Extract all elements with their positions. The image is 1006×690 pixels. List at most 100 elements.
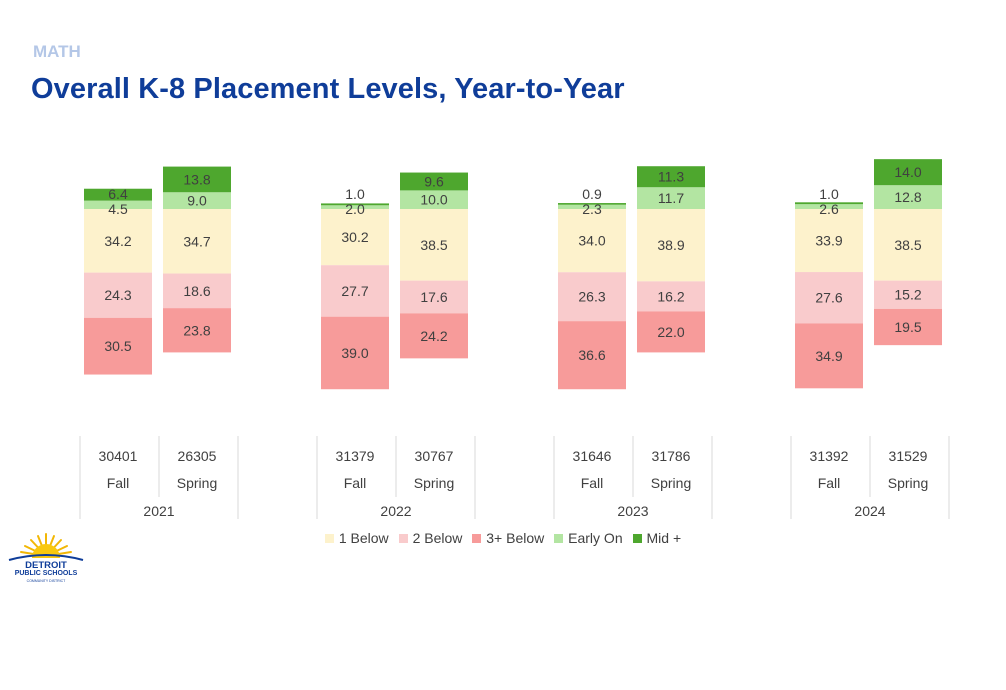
data-label-three-below: 36.6: [578, 347, 605, 363]
bar-segment-three-below: [163, 308, 231, 353]
legend-label: 3+ Below: [486, 530, 545, 546]
bar-segment-mid-plus: [637, 166, 705, 188]
category-count-label: 31646: [573, 448, 612, 464]
data-label-two-below: 27.6: [815, 290, 842, 306]
bar-segment-one-below: [400, 209, 468, 281]
logo-text-community-district: COMMUNITY DISTRICT: [26, 579, 66, 583]
bar-segment-one-below: [637, 209, 705, 282]
data-label-mid-plus: 13.8: [183, 171, 210, 187]
bar-segment-one-below: [163, 209, 231, 274]
data-label-one-below: 34.2: [104, 233, 131, 249]
legend-swatch: [472, 534, 482, 543]
data-label-two-below: 27.7: [341, 283, 368, 299]
bar-segment-one-below: [795, 209, 863, 273]
bar-segment-three-below: [558, 321, 626, 390]
page-title: Overall K-8 Placement Levels, Year-to-Ye…: [31, 73, 625, 105]
bar-segment-two-below: [558, 272, 626, 322]
data-label-two-below: 16.2: [657, 288, 684, 304]
data-label-three-below: 23.8: [183, 322, 210, 338]
legend-item-two-below: 2 Below: [398, 530, 463, 546]
legend-swatch: [398, 534, 408, 543]
bar-segment-early-on: [321, 205, 389, 209]
bar-segment-early-on: [795, 204, 863, 209]
category-count-label: 31379: [336, 448, 375, 464]
bar-segment-three-below: [637, 311, 705, 353]
bar-segment-early-on: [84, 200, 152, 209]
stacked-bar-chart: 34.2 24.3 30.5 4.56.4 30401 Fall 34.7 18.6 23.8 9…: [79, 159, 950, 519]
bar-segment-one-below: [558, 209, 626, 273]
data-label-early-on: 10.0: [420, 192, 447, 208]
legend-label: 1 Below: [338, 530, 389, 546]
data-label-early-on: 4.5: [108, 201, 128, 217]
bar-segment-mid-plus: [400, 172, 468, 191]
subject-label: MATH: [33, 42, 81, 61]
legend-item-early-on: Early On: [554, 530, 623, 546]
data-label-one-below: 30.2: [341, 229, 368, 245]
legend-swatch: [632, 534, 642, 543]
category-count-label: 26305: [178, 448, 217, 464]
logo-text-detroit: DETROIT: [25, 560, 67, 571]
category-count-label: 31786: [652, 448, 691, 464]
category-year-label: 2023: [617, 503, 648, 519]
logo-text-public-schools: PUBLIC SCHOOLS: [14, 570, 78, 577]
category-season-label: Spring: [888, 475, 928, 491]
bar-segment-three-below: [400, 313, 468, 359]
data-label-early-on: 12.8: [894, 189, 921, 205]
legend-label: Mid +: [646, 530, 682, 546]
category-season-label: Fall: [344, 475, 367, 491]
data-label-three-below: 30.5: [104, 338, 131, 354]
data-label-three-below: 19.5: [894, 319, 921, 335]
bar-segment-three-below: [874, 308, 942, 346]
data-label-mid-plus: 9.6: [424, 173, 444, 189]
data-label-mid-plus: 6.4: [108, 186, 128, 202]
district-logo: DETROIT PUBLIC SCHOOLS COMMUNITY DISTRIC…: [5, 530, 87, 590]
data-label-mid-plus: 1.0: [345, 186, 365, 202]
bar-segment-one-below: [84, 209, 152, 273]
bar-segment-two-below: [163, 273, 231, 309]
data-label-early-on: 9.0: [187, 193, 207, 209]
bar-segment-one-below: [874, 209, 942, 281]
category-season-label: Spring: [414, 475, 454, 491]
chart-legend: 1 Below 2 Below 3+ Below Early On Mid +: [0, 530, 1006, 546]
category-year-label: 2024: [854, 503, 885, 519]
data-label-early-on: 2.3: [582, 201, 602, 217]
data-label-one-below: 34.7: [183, 233, 210, 249]
bar-segment-two-below: [637, 281, 705, 312]
data-label-mid-plus: 11.3: [658, 169, 684, 185]
data-label-early-on: 2.6: [819, 201, 839, 217]
bar-segment-mid-plus: [321, 203, 389, 206]
data-label-three-below: 34.9: [815, 348, 842, 364]
data-label-two-below: 15.2: [894, 287, 921, 303]
category-year-label: 2021: [143, 503, 174, 519]
data-label-two-below: 17.6: [420, 289, 447, 305]
data-label-two-below: 26.3: [578, 289, 605, 305]
legend-label: 2 Below: [412, 530, 463, 546]
legend-item-mid-plus: Mid +: [632, 530, 682, 546]
data-label-mid-plus: 0.9: [582, 186, 602, 202]
data-label-three-below: 22.0: [657, 324, 684, 340]
category-season-label: Spring: [651, 475, 691, 491]
bar-segment-three-below: [321, 316, 389, 390]
legend-item-three-below: 3+ Below: [472, 530, 544, 546]
data-label-one-below: 34.0: [578, 233, 605, 249]
legend-item-one-below: 1 Below: [324, 530, 389, 546]
data-label-one-below: 33.9: [815, 233, 842, 249]
bar-segment-two-below: [84, 272, 152, 318]
category-count-label: 30767: [415, 448, 454, 464]
category-season-label: Fall: [818, 475, 841, 491]
sun-icon: [8, 533, 84, 561]
category-year-label: 2022: [380, 503, 411, 519]
bar-segment-mid-plus: [874, 159, 942, 186]
bar-segment-mid-plus: [795, 202, 863, 205]
category-count-label: 30401: [99, 448, 138, 464]
bar-segment-early-on: [400, 190, 468, 209]
data-label-three-below: 39.0: [341, 345, 368, 361]
legend-label: Early On: [568, 530, 623, 546]
category-season-label: Fall: [581, 475, 604, 491]
bar-segment-three-below: [795, 323, 863, 389]
legend-swatch: [554, 534, 564, 543]
bar-segment-one-below: [321, 209, 389, 266]
data-label-one-below: 38.5: [420, 237, 447, 253]
data-label-two-below: 18.6: [183, 283, 210, 299]
data-label-three-below: 24.2: [420, 328, 447, 344]
